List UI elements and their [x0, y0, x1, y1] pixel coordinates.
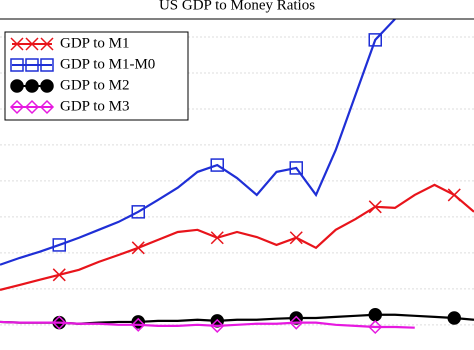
legend-label: GDP to M1 [60, 35, 129, 51]
legend-label: GDP to M3 [60, 98, 129, 114]
marker [40, 58, 54, 72]
chart-title: US GDP to Money Ratios [159, 0, 315, 13]
legend-label: GDP to M2 [60, 77, 129, 93]
series-line [0, 183, 474, 291]
marker [40, 37, 54, 51]
marker [40, 79, 54, 93]
marker [289, 231, 303, 245]
marker [289, 161, 303, 175]
marker [210, 231, 224, 245]
marker [368, 319, 383, 335]
marker [210, 318, 225, 333]
legend-label: GDP to M1-M0 [60, 56, 155, 72]
marker [39, 99, 55, 115]
marker [447, 311, 461, 325]
marker [25, 58, 39, 72]
marker [131, 317, 146, 332]
marker [368, 307, 382, 322]
plot-area [0, 19, 474, 335]
marker [368, 33, 382, 47]
marker [10, 58, 24, 72]
marker [289, 311, 303, 325]
series-line [0, 320, 415, 329]
marker [210, 158, 224, 172]
legend: GDP to M1 GDP to M1-M0 GDP to M2 GDP to M3 [4, 31, 189, 121]
marker [289, 315, 304, 330]
marker [52, 268, 66, 282]
marker [25, 79, 39, 93]
marker [368, 200, 382, 214]
marker [447, 188, 461, 202]
marker [25, 37, 39, 51]
marker [52, 238, 66, 252]
marker [10, 37, 24, 51]
marker [131, 241, 145, 255]
marker [52, 315, 67, 330]
marker [24, 99, 40, 115]
marker [10, 79, 24, 93]
marker [9, 99, 25, 115]
marker [131, 205, 145, 219]
